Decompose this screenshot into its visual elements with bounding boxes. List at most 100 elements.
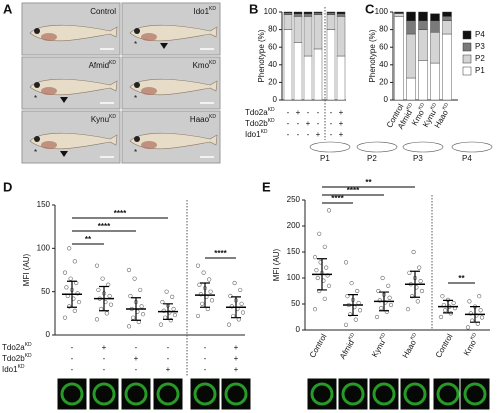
y-tick-label: 100 — [375, 7, 389, 16]
bar-segment — [430, 13, 440, 22]
bar-segment — [406, 20, 416, 35]
image-label: KynuKD — [91, 114, 117, 124]
fish-eye — [34, 82, 40, 88]
condition-label: Tdo2bKD — [245, 118, 275, 128]
condition-value: + — [234, 365, 239, 374]
error-bar — [231, 296, 241, 319]
significance-label: **** — [347, 186, 360, 195]
condition-label: Ido1KD — [2, 364, 25, 374]
data-point — [376, 288, 381, 294]
condition-value: - — [204, 343, 207, 352]
data-point — [209, 298, 215, 303]
phenotype-label: P2 — [367, 154, 377, 163]
data-point — [451, 300, 456, 306]
data-point — [64, 285, 69, 290]
data-point — [72, 308, 77, 313]
bar-segment — [303, 55, 313, 101]
data-point — [356, 300, 361, 306]
significance-label: **** — [114, 209, 127, 218]
bar-segment — [293, 11, 303, 14]
y-tick-label: 0 — [296, 325, 301, 334]
significance-label: ** — [458, 274, 465, 283]
x-tick-label-main: Control — [308, 332, 329, 359]
x-tick-label: Control — [434, 332, 455, 359]
condition-value: - — [317, 108, 320, 117]
x-tick-label-sup: KD — [410, 332, 419, 341]
bar-segment — [336, 13, 346, 17]
data-point — [384, 309, 389, 314]
image-label-sup: KD — [109, 60, 116, 66]
condition-label-sup: KD — [25, 353, 32, 359]
y-tick-label: 200 — [287, 221, 301, 230]
data-point — [195, 263, 201, 268]
bar-segment — [283, 11, 293, 14]
condition-value: - — [204, 365, 207, 374]
error-bar — [99, 285, 109, 312]
condition-label: Tdo2aKD — [245, 107, 275, 117]
data-point — [62, 315, 68, 320]
condition-value: + — [134, 354, 139, 363]
bar-segment — [326, 14, 336, 30]
bar-segment — [442, 11, 452, 17]
condition-label-main: Tdo2a — [245, 108, 268, 117]
y-tick-label: 20 — [379, 78, 388, 87]
condition-value: - — [307, 108, 310, 117]
x-tick-label-main: Haao — [433, 108, 451, 130]
asterisk: * — [134, 94, 137, 103]
bar-segment — [430, 62, 440, 101]
data-point — [477, 294, 482, 299]
data-point — [348, 312, 353, 317]
data-point — [355, 288, 360, 294]
x-tick-label-sup: KD — [406, 102, 415, 111]
panel-label: D — [3, 179, 12, 194]
condition-value: - — [307, 130, 310, 139]
significance-label: ** — [365, 178, 372, 187]
data-point — [208, 289, 213, 294]
data-point — [201, 270, 206, 275]
condition-value: - — [135, 365, 138, 374]
bar-segment — [313, 12, 323, 15]
asterisk: * — [134, 148, 137, 157]
condition-label-sup: KD — [261, 129, 268, 135]
bar-segment — [442, 20, 452, 35]
condition-value: - — [71, 354, 74, 363]
legend-swatch — [462, 30, 472, 40]
data-point — [467, 299, 472, 304]
fluorescent-eye — [310, 382, 334, 406]
y-axis-title: Phenotype (%) — [257, 29, 266, 82]
data-point — [229, 304, 234, 309]
x-tick-label-main: Control — [434, 332, 455, 359]
phenotype-sketch — [451, 141, 493, 153]
error-bar — [379, 291, 389, 312]
bar-segment — [418, 60, 428, 101]
y-tick-label: 50 — [41, 287, 50, 296]
data-point — [317, 288, 322, 294]
panel-label: B — [249, 1, 258, 16]
data-point — [161, 308, 166, 313]
fluorescent-eye — [124, 382, 148, 406]
data-point — [132, 276, 137, 281]
image-label-main: Kynu — [91, 115, 109, 124]
fish-eye — [34, 28, 40, 34]
data-point — [438, 314, 444, 320]
error-bar — [348, 294, 358, 317]
x-tick-label: KmoKD — [461, 332, 481, 357]
data-point — [314, 268, 319, 273]
condition-value: - — [287, 130, 290, 139]
y-axis-title: MFI (AU) — [22, 253, 31, 286]
condition-label-main: Tdo2b — [245, 119, 268, 128]
arrowhead — [160, 43, 168, 49]
condition-value: + — [306, 119, 311, 128]
fluorescent-eye — [156, 382, 180, 406]
data-point — [94, 263, 100, 268]
condition-value: - — [204, 354, 207, 363]
condition-value: + — [102, 343, 107, 352]
condition-value: - — [167, 354, 170, 363]
asterisk: * — [134, 40, 137, 49]
fluorescent-eye — [341, 382, 365, 406]
data-point — [126, 267, 132, 273]
data-point — [418, 279, 423, 284]
condition-label-sup: KD — [18, 364, 25, 370]
data-point — [379, 306, 384, 311]
y-tick-label: 50 — [291, 299, 300, 308]
